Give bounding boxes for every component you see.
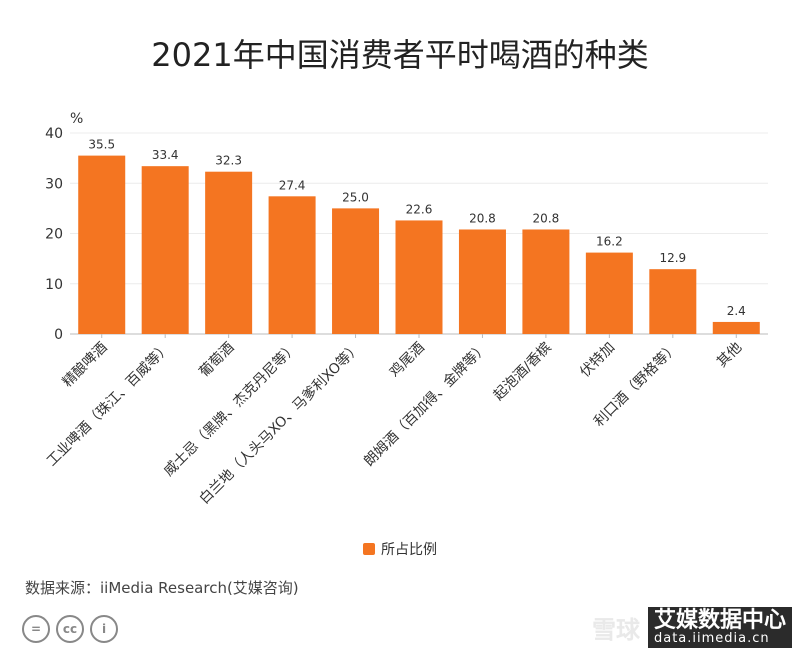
data-label: 27.4 — [279, 178, 306, 192]
bar[interactable] — [395, 220, 443, 334]
data-label: 12.9 — [659, 251, 686, 265]
y-tick-label: 30 — [45, 176, 63, 192]
legend[interactable]: 所占比例 — [0, 539, 800, 559]
data-label: 20.8 — [469, 211, 496, 225]
cc-nd-icon: = — [22, 615, 50, 643]
data-label: 16.2 — [596, 235, 623, 249]
cc-by-icon: i — [90, 615, 118, 643]
cc-icon: cc — [56, 615, 84, 643]
iimedia-logo: 艾媒数据中心 data.iimedia.cn — [647, 607, 792, 648]
logo-line2: data.iimedia.cn — [653, 631, 770, 647]
x-tick-label: 起泡酒/香槟 — [491, 340, 555, 404]
bar[interactable] — [205, 171, 253, 334]
bar-chart: 0 10 20 30 40% 35.5 33.4 32.3 27.4 25.0 22.6 20.8 2… — [43, 111, 768, 507]
y-tick-label: 0 — [54, 327, 63, 343]
snowball-watermark: 雪球 — [591, 616, 640, 645]
chart-title: 2021年中国消费者平时喝酒的种类 — [151, 36, 649, 74]
data-source: 数据来源：iiMedia Research(艾媒咨询) — [25, 579, 299, 597]
bar[interactable] — [332, 208, 380, 334]
bar[interactable] — [141, 166, 189, 334]
y-tick-label: 10 — [45, 277, 63, 293]
logo-line1: 艾媒数据中心 — [653, 608, 786, 634]
data-label: 35.5 — [88, 138, 115, 152]
value-labels: 35.5 33.4 32.3 27.4 25.0 22.6 20.8 20.8 16.2 12.9… — [88, 138, 745, 318]
bar[interactable] — [712, 321, 760, 334]
x-tick-label: 葡萄酒 — [196, 340, 237, 381]
bar[interactable] — [522, 229, 570, 334]
data-label: 25.0 — [342, 190, 369, 204]
bar[interactable] — [268, 196, 316, 334]
watermark: 雪球 艾媒数据中心 data.iimedia.cn — [592, 607, 792, 648]
x-tick-label: 精酿啤酒 — [60, 340, 111, 391]
legend-swatch — [363, 543, 375, 555]
y-tick-label: 20 — [45, 227, 63, 243]
y-axis-unit: % — [70, 111, 83, 127]
data-label: 22.6 — [406, 202, 433, 216]
x-tick-label: 其他 — [714, 340, 745, 371]
y-tick-label: 40 — [45, 126, 63, 142]
data-label: 32.3 — [215, 154, 242, 168]
license-badges: = cc i — [22, 615, 118, 643]
data-label: 2.4 — [727, 304, 746, 318]
legend-label: 所占比例 — [381, 542, 437, 558]
y-axis: 0 10 20 30 40% — [45, 111, 83, 343]
bar[interactable] — [649, 269, 697, 334]
bar[interactable] — [585, 252, 633, 334]
bar[interactable] — [458, 229, 506, 334]
data-label: 33.4 — [152, 148, 179, 162]
x-tick-label: 伏特加 — [577, 340, 618, 381]
x-tick-label: 朗姆酒（百加得、金牌等） — [360, 339, 491, 470]
x-tick-label: 威士忌（黑牌、杰克丹尼等） — [160, 339, 301, 480]
bar[interactable] — [78, 155, 126, 334]
x-tick-label: 鸡尾酒 — [386, 339, 428, 381]
bars — [78, 155, 760, 334]
data-label: 20.8 — [533, 211, 560, 225]
x-tick-label: 工业啤酒（珠江、百威等） — [43, 339, 174, 470]
